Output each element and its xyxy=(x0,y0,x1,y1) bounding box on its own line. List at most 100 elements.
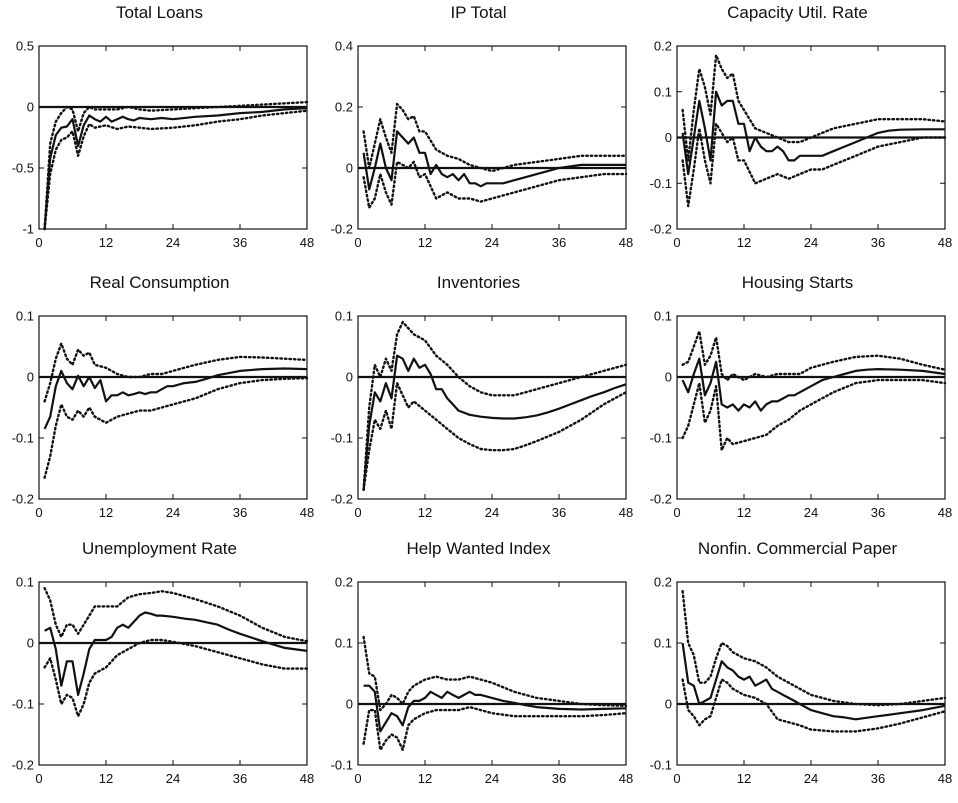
y-tick-label: 0.1 xyxy=(16,575,34,590)
response-line xyxy=(362,354,627,490)
confidence-band-line xyxy=(362,705,628,752)
x-tick-label: 24 xyxy=(166,771,180,786)
chart-title: Nonfin. Commercial Paper xyxy=(697,539,898,558)
confidence-band-line xyxy=(681,122,947,208)
y-tick-label: 0 xyxy=(665,130,672,145)
plot-area: 0 12 24 36 48 -1 -0.5 0 0.5 xyxy=(12,39,315,251)
y-tick-label: 0.1 xyxy=(335,636,353,651)
response-line xyxy=(43,107,308,230)
x-tick-label: 24 xyxy=(485,235,499,250)
confidence-band-line xyxy=(362,381,628,492)
panel-inventories: Inventories 0 12 24 36 48 -0.2 -0.1 0 0.1 xyxy=(319,270,638,537)
y-tick-label: -0.1 xyxy=(650,176,672,191)
y-tick-label: 0.2 xyxy=(654,575,672,590)
x-tick-label: 12 xyxy=(737,505,751,520)
y-tick-label: 0 xyxy=(346,370,353,385)
response-line xyxy=(44,611,308,696)
y-tick-label: 0.2 xyxy=(335,575,353,590)
x-tick-label: 48 xyxy=(619,235,633,250)
x-tick-label: 0 xyxy=(354,505,361,520)
y-tick-label: 0.1 xyxy=(335,309,353,324)
plot-frame xyxy=(38,45,308,230)
x-tick-label: 0 xyxy=(354,235,361,250)
y-tick-label: -0.5 xyxy=(12,161,34,176)
y-tick-label: -0.2 xyxy=(331,222,353,237)
x-tick-label: 36 xyxy=(233,505,247,520)
x-tick-label: 24 xyxy=(166,235,180,250)
panel-unemployment-rate: Unemployment Rate 0 12 24 36 48 -0.2 -0.1 0 0.1 xyxy=(0,536,319,803)
y-tick-label: 0 xyxy=(27,370,34,385)
panel-total-loans: Total Loans 0 12 24 36 48 -1 -0.5 0 0.5 xyxy=(0,0,319,267)
x-tick-label: 48 xyxy=(938,235,952,250)
y-tick-label: -1 xyxy=(22,222,34,237)
y-tick-label: 0.2 xyxy=(335,100,353,115)
x-tick-label: 12 xyxy=(99,235,113,250)
x-tick-label: 12 xyxy=(418,235,432,250)
y-tick-label: 0.4 xyxy=(335,39,353,54)
x-tick-label: 0 xyxy=(673,771,680,786)
chart-title: Capacity Util. Rate xyxy=(727,3,868,22)
x-tick-label: 48 xyxy=(938,771,952,786)
x-tick-label: 12 xyxy=(99,505,113,520)
plot-area: 0 12 24 36 48 -0.2 -0.1 0 0.1 xyxy=(650,309,953,521)
response-line xyxy=(362,130,626,191)
x-tick-label: 24 xyxy=(485,771,499,786)
x-tick-label: 12 xyxy=(99,771,113,786)
confidence-band-line xyxy=(681,590,947,707)
x-tick-label: 36 xyxy=(871,771,885,786)
x-tick-label: 0 xyxy=(673,505,680,520)
confidence-band-line xyxy=(43,100,309,231)
x-tick-label: 12 xyxy=(737,235,751,250)
confidence-band-line xyxy=(362,160,628,209)
x-tick-label: 48 xyxy=(938,505,952,520)
x-tick-label: 48 xyxy=(619,771,633,786)
chart-title: Housing Starts xyxy=(741,273,854,292)
y-tick-label: -0.1 xyxy=(331,758,353,773)
y-tick-label: -0.2 xyxy=(650,492,672,507)
plot-area: 0 12 24 36 48-0.100.10.2 xyxy=(650,575,953,787)
y-tick-label: 0.5 xyxy=(16,39,34,54)
response-line xyxy=(681,642,946,721)
y-tick-label: 0.1 xyxy=(654,84,672,99)
y-tick-label: -0.1 xyxy=(12,431,34,446)
plot-frame xyxy=(38,315,308,500)
confidence-band-line xyxy=(681,678,947,733)
response-line xyxy=(43,367,308,430)
plot-area: 0 12 24 36 48 -0.2 -0.1 0 0.1 xyxy=(12,309,315,521)
y-tick-label: 0.1 xyxy=(654,636,672,651)
y-tick-label: 0.1 xyxy=(16,309,34,324)
panel-housing-starts: Housing Starts 0 12 24 36 48 -0.2 -0.1 0 0.1 xyxy=(638,270,957,537)
plot-area: 0 12 24 36 48-0.100.10.2 xyxy=(331,575,634,787)
x-tick-label: 36 xyxy=(233,235,247,250)
x-tick-label: 0 xyxy=(35,235,42,250)
y-tick-label: -0.2 xyxy=(12,758,34,773)
y-tick-label: 0 xyxy=(346,697,353,712)
panel-real-consumption: Real Consumption 0 12 24 36 48 -0.2 -0.1 0 0.1 xyxy=(0,270,319,537)
x-tick-label: 0 xyxy=(354,771,361,786)
y-tick-label: -0.2 xyxy=(650,222,672,237)
y-tick-label: -0.1 xyxy=(12,697,34,712)
y-tick-label: -0.1 xyxy=(650,431,672,446)
x-tick-label: 12 xyxy=(737,771,751,786)
x-tick-label: 36 xyxy=(233,771,247,786)
chart-title: Unemployment Rate xyxy=(82,539,237,558)
confidence-band-line xyxy=(362,635,628,712)
chart-title: Total Loans xyxy=(116,3,203,22)
confidence-band-line xyxy=(43,109,309,231)
confidence-band-line xyxy=(43,586,309,643)
y-tick-label: 0.2 xyxy=(654,39,672,54)
x-tick-label: 48 xyxy=(300,505,314,520)
y-tick-label: 0 xyxy=(665,370,672,385)
confidence-band-line xyxy=(43,376,309,479)
plot-frame xyxy=(357,315,627,500)
x-tick-label: 36 xyxy=(552,235,566,250)
y-tick-label: -0.1 xyxy=(331,431,353,446)
x-tick-label: 48 xyxy=(300,771,314,786)
x-tick-label: 36 xyxy=(552,771,566,786)
x-tick-label: 24 xyxy=(804,505,818,520)
panel-nonfin-commercial-paper: Nonfin. Commercial Paper 0 12 24 36 48 -0.1 0 0… xyxy=(638,536,957,803)
y-tick-label: 0 xyxy=(27,636,34,651)
x-tick-label: 36 xyxy=(552,505,566,520)
chart-title: Real Consumption xyxy=(89,273,230,292)
